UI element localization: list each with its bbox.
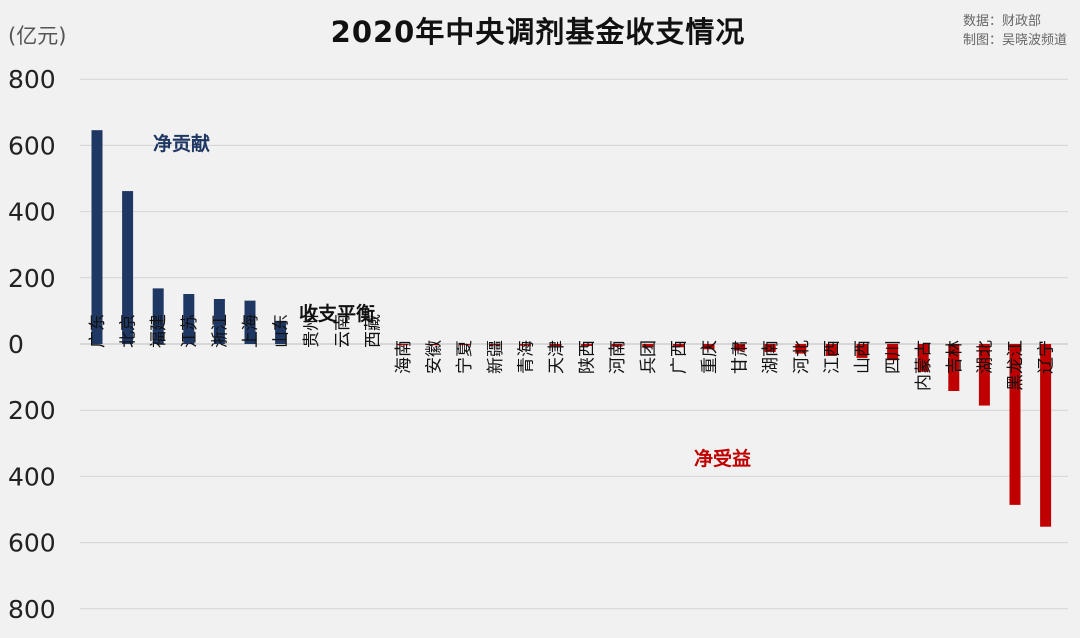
category-label: 新疆 [486, 340, 506, 374]
category-label: 吉林 [945, 340, 965, 374]
category-label: 宁夏 [455, 340, 475, 374]
category-label: 重庆 [700, 340, 720, 374]
category-label: 内蒙古 [914, 340, 934, 391]
bar [795, 344, 807, 354]
bar [672, 344, 684, 348]
bar [519, 344, 531, 346]
category-label: 上海 [241, 314, 261, 348]
bar [428, 344, 440, 346]
chart-title: 2020年中央调剂基金收支情况 [331, 15, 746, 49]
bar [244, 300, 256, 344]
bar [856, 344, 868, 358]
bar-series [91, 130, 1052, 527]
category-label: 云南 [333, 314, 353, 348]
category-label: 湖南 [761, 340, 781, 374]
y-tick-label: 600 [8, 131, 56, 160]
category-label: 甘肃 [731, 340, 751, 374]
bar [642, 344, 654, 347]
annotation-net-benefit: 净受益 [694, 447, 751, 470]
bar [1009, 344, 1021, 505]
y-tick-label: 800 [8, 65, 56, 94]
y-tick-label: 0 [8, 330, 24, 359]
bar [397, 344, 409, 346]
bar [825, 344, 837, 356]
y-tick-label: 400 [8, 198, 56, 227]
category-label: 青海 [516, 340, 536, 374]
y-tick-label: 800 [8, 595, 56, 624]
category-label: 广西 [669, 340, 689, 374]
bar [213, 298, 225, 344]
bar [611, 344, 623, 347]
annotation-net-contribution: 净贡献 [153, 132, 210, 155]
bar [1040, 344, 1052, 527]
bar [550, 344, 562, 346]
bar [734, 344, 746, 351]
category-label: 兵团 [639, 340, 659, 374]
category-label: 江西 [822, 340, 842, 374]
category-label: 陕西 [578, 340, 598, 374]
source-line: 数据：财政部 [963, 14, 1041, 29]
bar [917, 344, 929, 372]
bar [489, 344, 501, 346]
y-tick-label: 400 [8, 462, 56, 491]
y-axis-unit: (亿元) [8, 24, 66, 48]
category-label: 黑龙江 [1006, 340, 1026, 391]
bar [91, 130, 103, 344]
category-label: 西藏 [363, 314, 383, 348]
y-tick-label: 600 [8, 529, 56, 558]
category-label: 天津 [547, 340, 567, 374]
category-label: 山西 [853, 340, 873, 374]
bar [581, 344, 593, 346]
category-label: 浙江 [210, 314, 230, 348]
category-label: 北京 [119, 314, 139, 348]
y-tick-label: 200 [8, 264, 56, 293]
y-axis: 800 600 400 200 0 200 400 600 800 [8, 65, 56, 624]
category-label: 山东 [272, 314, 292, 348]
bar [887, 344, 899, 361]
bar [764, 344, 776, 352]
category-label: 海南 [394, 340, 414, 374]
credit-line: 制图：吴晓波频道 [963, 33, 1067, 48]
bar [978, 344, 990, 406]
bar [122, 191, 134, 344]
category-label: 四川 [884, 340, 904, 374]
category-label: 福建 [149, 314, 169, 348]
bar [458, 344, 470, 346]
category-label: 河南 [608, 340, 628, 374]
category-label: 贵州 [302, 314, 322, 348]
y-tick-label: 200 [8, 396, 56, 425]
bar [183, 294, 195, 344]
bar [703, 344, 715, 350]
annotation-balanced: 收支平衡 [299, 302, 375, 325]
category-label: 河北 [792, 340, 812, 374]
category-label: 安徽 [425, 340, 445, 374]
category-label: 辽宁 [1037, 340, 1057, 374]
bar [152, 288, 164, 344]
bar [275, 320, 287, 344]
category-label: 广东 [88, 314, 108, 348]
category-label: 江苏 [180, 314, 200, 348]
bar [948, 344, 960, 392]
category-label: 湖北 [975, 340, 995, 374]
